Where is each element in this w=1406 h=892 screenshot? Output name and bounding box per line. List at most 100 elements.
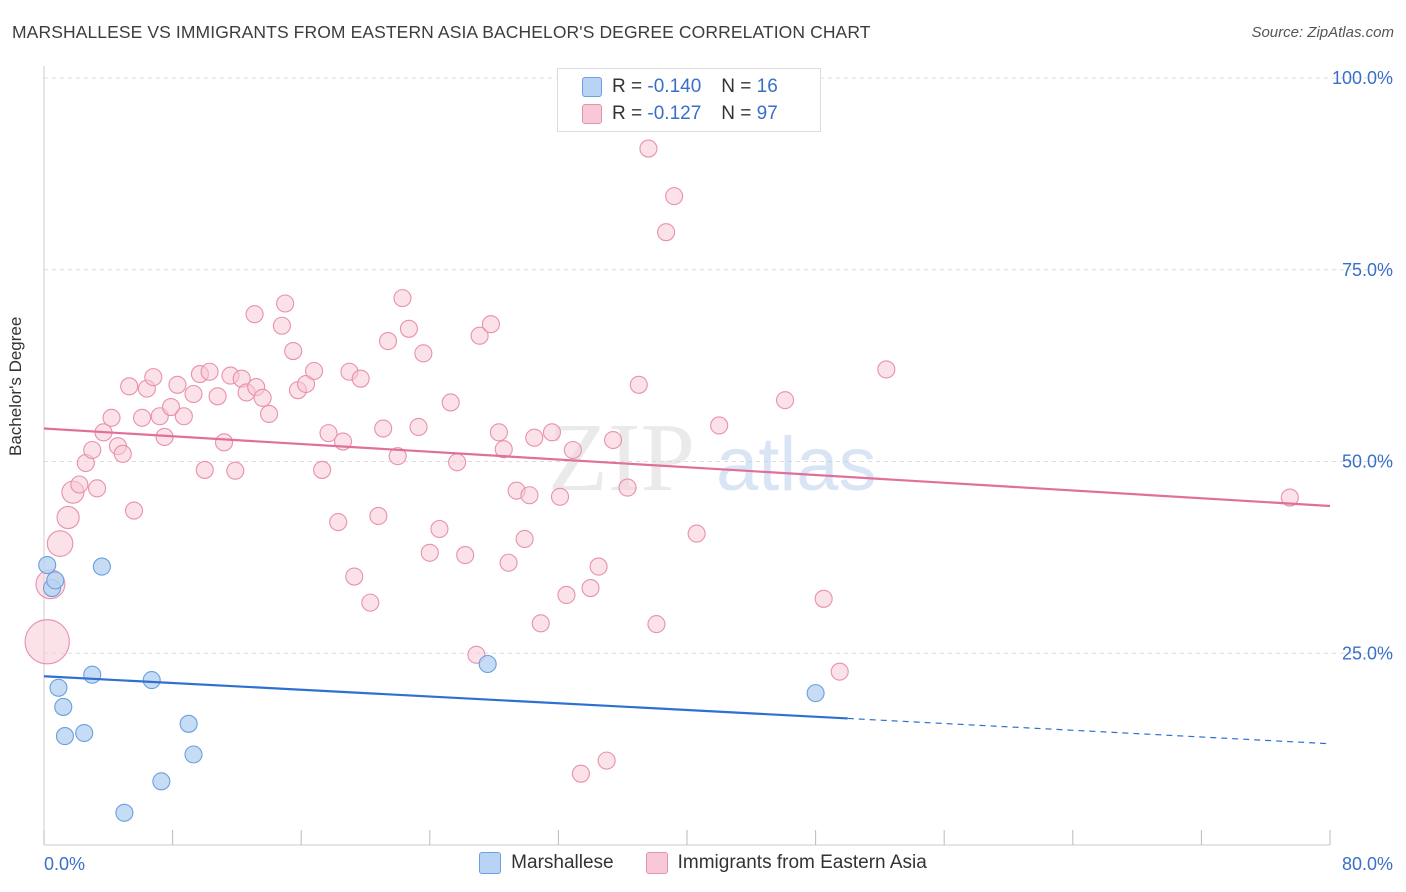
series-marshallese <box>38 555 825 822</box>
data-point-eastern-asia <box>305 361 324 381</box>
data-point-eastern-asia <box>184 384 203 404</box>
data-point-eastern-asia <box>542 423 562 442</box>
data-point-eastern-asia <box>296 374 316 394</box>
data-point-eastern-asia <box>589 557 608 576</box>
data-point-eastern-asia <box>604 430 623 450</box>
data-point-eastern-asia <box>581 579 600 598</box>
chart-title: MARSHALLESE VS IMMIGRANTS FROM EASTERN A… <box>12 22 871 42</box>
data-point-eastern-asia <box>470 326 489 345</box>
data-point-eastern-asia <box>430 519 449 539</box>
y-axis-label: Bachelor's Degree <box>6 316 25 456</box>
data-point-eastern-asia <box>70 475 89 494</box>
data-point-eastern-asia <box>441 393 460 412</box>
data-point-eastern-asia <box>481 315 500 334</box>
data-point-eastern-asia <box>120 377 139 396</box>
data-point-eastern-asia <box>200 362 219 381</box>
legend-row-marshallese: R = -0.140 N = 16 <box>582 75 778 99</box>
x-tick-label: 80.0% <box>1342 854 1393 874</box>
source-label: Source: ZipAtlas.com <box>1251 24 1394 41</box>
data-point-eastern-asia <box>420 543 439 562</box>
data-point-eastern-asia <box>102 408 121 427</box>
legend-swatch-blue <box>582 77 602 97</box>
data-point-eastern-asia <box>24 619 70 665</box>
watermark-atlas: atlas <box>716 422 877 507</box>
legend-n-value: 97 <box>756 103 778 124</box>
data-point-marshallese <box>55 727 74 746</box>
x-tick-label: 0.0% <box>44 854 85 874</box>
data-point-marshallese <box>75 723 94 743</box>
data-point-eastern-asia <box>313 460 332 479</box>
legend-r-value: -0.127 <box>647 103 702 124</box>
legend-swatch-marshallese <box>479 852 502 874</box>
legend-n-value: 16 <box>756 76 778 97</box>
correlation-legend: R = -0.140 N = 16 R = -0.127 N = 97 <box>557 68 821 132</box>
data-point-marshallese <box>152 772 171 791</box>
data-point-marshallese <box>92 557 111 576</box>
data-point-eastern-asia <box>448 453 467 472</box>
data-point-eastern-asia <box>174 407 193 426</box>
data-point-eastern-asia <box>499 553 518 572</box>
data-point-eastern-asia <box>56 505 80 530</box>
data-point-eastern-asia <box>409 417 428 437</box>
data-point-eastern-asia <box>345 567 364 586</box>
grid-lines <box>44 77 1394 654</box>
data-point-eastern-asia <box>1280 488 1299 507</box>
data-point-marshallese <box>806 684 825 703</box>
data-point-eastern-asia <box>208 387 227 406</box>
trend-line-marshallese-extension <box>847 717 1331 745</box>
data-point-eastern-asia <box>284 342 303 361</box>
data-point-eastern-asia <box>393 289 412 308</box>
legend-n-label: N = <box>721 76 752 97</box>
y-tick-label: 100.0% <box>1332 68 1393 88</box>
data-point-eastern-asia <box>378 332 398 351</box>
data-point-eastern-asia <box>515 529 534 549</box>
data-point-eastern-asia <box>520 486 539 505</box>
data-point-eastern-asia <box>710 416 729 435</box>
y-tick-label: 25.0% <box>1342 643 1393 663</box>
legend-label-marshallese: Marshallese <box>511 852 614 873</box>
data-point-eastern-asia <box>647 615 666 634</box>
y-tick-label: 75.0% <box>1342 260 1393 280</box>
data-point-eastern-asia <box>374 419 393 438</box>
legend-item-eastern-asia: Immigrants from Eastern Asia <box>645 852 927 874</box>
trend-lines <box>43 427 1331 745</box>
data-point-eastern-asia <box>46 530 74 557</box>
data-point-eastern-asia <box>214 433 234 452</box>
data-point-eastern-asia <box>814 589 833 608</box>
data-point-eastern-asia <box>563 440 582 460</box>
data-point-eastern-asia <box>489 423 508 442</box>
data-point-eastern-asia <box>830 662 849 681</box>
data-point-eastern-asia <box>494 440 513 459</box>
series-immigrants-eastern-asia <box>24 139 1299 783</box>
trend-line-marshallese <box>43 675 848 720</box>
data-point-eastern-asia <box>550 487 570 506</box>
data-point-marshallese <box>49 678 68 697</box>
data-point-eastern-asia <box>87 479 107 498</box>
data-point-marshallese <box>184 745 203 764</box>
tick-labels: 25.0% 50.0% 75.0% 100.0% 0.0% 80.0% <box>44 68 1393 874</box>
data-point-eastern-asia <box>253 388 272 407</box>
legend-label-eastern-asia: Immigrants from Eastern Asia <box>677 852 927 873</box>
legend-swatch-pink <box>582 104 602 124</box>
data-point-marshallese <box>478 654 497 674</box>
data-point-eastern-asia <box>245 305 264 324</box>
data-point-marshallese <box>179 714 198 733</box>
watermark: ZIP atlas <box>548 404 877 512</box>
legend-r-label: R = <box>612 103 643 124</box>
data-point-eastern-asia <box>351 369 370 388</box>
data-point-eastern-asia <box>369 506 388 526</box>
data-point-marshallese <box>46 571 65 590</box>
data-point-eastern-asia <box>571 764 590 783</box>
data-point-eastern-asia <box>272 316 291 335</box>
data-point-eastern-asia <box>557 585 576 605</box>
data-point-eastern-asia <box>329 513 348 532</box>
data-point-eastern-asia <box>113 444 132 463</box>
axes <box>43 66 1331 846</box>
data-point-eastern-asia <box>144 368 163 387</box>
data-point-eastern-asia <box>399 319 418 338</box>
data-point-eastern-asia <box>414 344 433 363</box>
data-point-eastern-asia <box>639 139 658 158</box>
data-point-eastern-asia <box>456 546 475 565</box>
data-point-eastern-asia <box>195 460 214 479</box>
